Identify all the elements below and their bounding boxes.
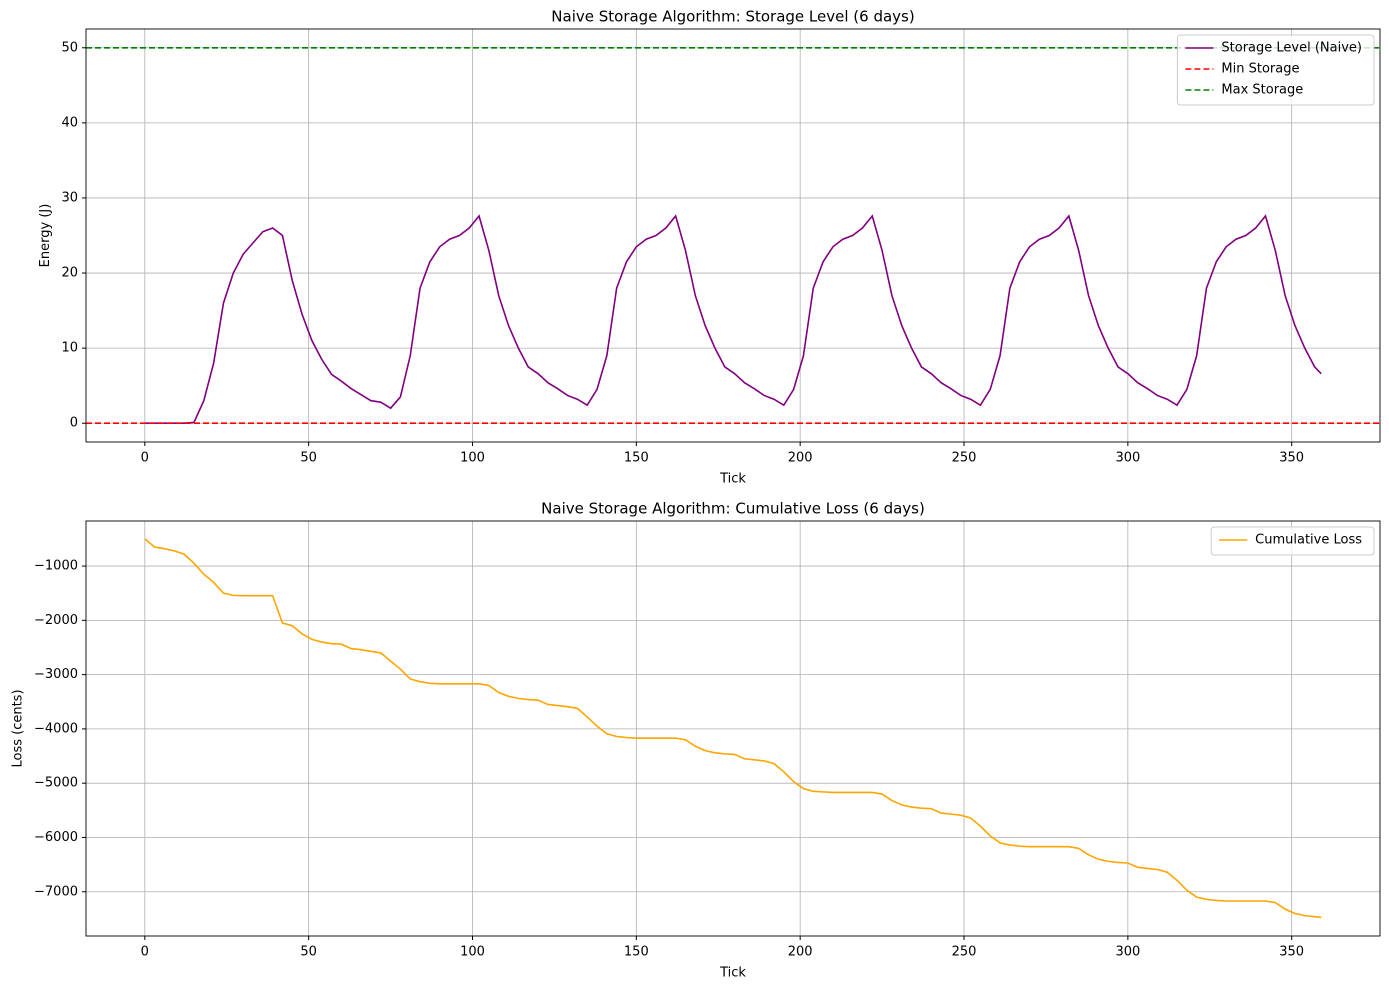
data-line [144, 214, 1322, 425]
x-tick-label: 300 [1115, 451, 1140, 466]
x-tick-label: 200 [788, 451, 813, 466]
chart-title: Naive Storage Algorithm: Storage Level (… [551, 8, 914, 26]
x-tick-label: 50 [300, 945, 317, 960]
data-line [144, 538, 1322, 919]
x-tick-label: 0 [141, 451, 149, 466]
y-tick-label: 50 [61, 40, 78, 55]
y-tick-label: 20 [61, 266, 78, 281]
y-tick-label: −2000 [34, 613, 78, 628]
legend: Storage Level (Naive) Min Storage Max Stor… [1176, 34, 1375, 106]
axes-frame [85, 520, 1381, 937]
chart-title: Naive Storage Algorithm: Cumulative Loss… [541, 500, 925, 518]
y-tick-label: 30 [61, 190, 78, 205]
legend-label: Min Storage [1221, 62, 1299, 77]
y-tick-label: −5000 [34, 776, 78, 791]
x-tick-label: 350 [1279, 945, 1304, 960]
y-tick-label: 0 [70, 416, 78, 431]
axes-frame [85, 28, 1381, 443]
x-tick-label: 350 [1279, 451, 1304, 466]
x-tick-label: 250 [952, 451, 977, 466]
x-tick-label: 50 [300, 451, 317, 466]
x-tick-label: 0 [141, 945, 149, 960]
legend-label: Cumulative Loss [1255, 533, 1362, 548]
x-axis-label: Tick [719, 472, 746, 487]
y-tick-label: 10 [61, 341, 78, 356]
legend-label: Storage Level (Naive) [1221, 41, 1362, 56]
x-tick-label: 200 [788, 945, 813, 960]
y-tick-label: −4000 [34, 721, 78, 736]
legend: Cumulative Loss [1210, 526, 1375, 556]
y-axis-label: Loss (cents) [11, 689, 26, 767]
y-tick-label: 40 [61, 115, 78, 130]
y-tick-label: −7000 [34, 884, 78, 899]
legend-label: Max Storage [1221, 83, 1303, 98]
legend-frame [1210, 526, 1375, 556]
legend-frame [1176, 34, 1375, 106]
x-tick-label: 150 [624, 945, 649, 960]
y-axis-label: Energy (J) [38, 204, 53, 268]
x-tick-label: 100 [460, 945, 485, 960]
x-tick-label: 250 [952, 945, 977, 960]
x-tick-label: 150 [624, 451, 649, 466]
y-tick-label: −3000 [34, 667, 78, 682]
x-axis-label: Tick [719, 966, 746, 981]
y-tick-label: −6000 [34, 830, 78, 845]
x-tick-label: 300 [1115, 945, 1140, 960]
y-tick-label: −1000 [34, 559, 78, 574]
x-tick-label: 100 [460, 451, 485, 466]
